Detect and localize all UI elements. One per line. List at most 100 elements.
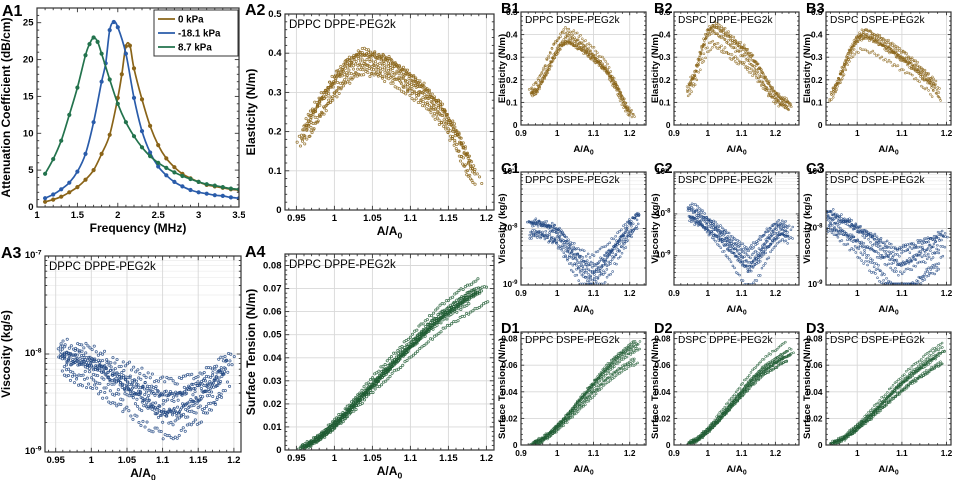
y-axis-label: Surface Tension (N/m) (802, 338, 813, 439)
scatter-trace (295, 62, 477, 186)
plot-B2: 0.9 1 1.1 1.2 0 0.1 0.2 0.3 0.4 0.5 A/A0 Elasticity… (650, 1, 800, 157)
scatter-trace (530, 26, 629, 109)
y-tick-labels: 0 0.1 0.2 0.3 0.4 0.5 (811, 7, 823, 130)
y-tick-label: 0.02 (654, 413, 671, 423)
column-b3-c3-d3: 1 1.1 1.2 0 0.1 0.2 0.3 0.4 0.5 A/A0 Elasticity (N… (802, 0, 955, 480)
x-tick-label: 1.2 (480, 213, 493, 224)
axes-box (520, 331, 647, 446)
x-tick-label: 0.95 (46, 455, 65, 466)
y-tick-label: 10-9 (656, 250, 671, 260)
x-axis-label: A/A0 (573, 144, 594, 157)
scatter-trace (308, 59, 476, 168)
plot-C1: 0.9 1 1.1 1.2 10-9 10-8 10-7 A/A0 Viscosity (kg/… (497, 161, 647, 317)
panel-letter: A4 (245, 244, 266, 261)
x-tick-label: 0.95 (287, 453, 306, 464)
scatter-trace (689, 354, 791, 445)
panel-letter: B1 (501, 1, 520, 17)
x-tick-label: 1.1 (588, 128, 600, 138)
panel-b1-elasticity: 0.9 1 1.1 1.2 0 0.1 0.2 0.3 0.4 0.5 A/A0 Elasticity… (497, 0, 650, 160)
y-tick-labels: 10-9 10-8 10-7 (25, 249, 42, 457)
x-tick-label: 1 (705, 448, 710, 458)
y-tick-label: 10-9 (25, 445, 42, 457)
plot-title: DSPC DPPE-PEG2k (678, 335, 773, 346)
y-tick-label: 10-8 (656, 208, 671, 218)
scatter-trace (301, 50, 473, 168)
scatter-trace (62, 365, 232, 427)
scatter-trace (527, 31, 631, 117)
x-tick-labels: 1 1.1 1.2 (855, 448, 953, 458)
scatter-trace (828, 47, 934, 103)
scatter-trace (531, 357, 636, 445)
x-tick-labels: 0.9 1 1.1 1.2 (668, 128, 781, 138)
scatter-trace (832, 31, 943, 102)
y-tick-label: 0.02 (501, 413, 518, 423)
scatter-trace (528, 213, 640, 280)
plot-D3: 1 1.1 1.2 0 0.02 0.04 0.06 0.08 A/A0 Surface Tens… (802, 321, 953, 477)
data-series (529, 340, 642, 445)
y-axis-label: Surface Tension (N/m) (650, 338, 661, 439)
y-tick-label: 0.07 (263, 284, 282, 295)
plot-title: DSPC DSPE-PEG2k (830, 15, 925, 26)
column-b1-c1-d1: 0.9 1 1.1 1.2 0 0.1 0.2 0.3 0.4 0.5 A/A0 Elasticity… (497, 0, 650, 480)
axes-box (284, 253, 495, 451)
plot-title: DSPC DPPE-PEG2k (678, 15, 773, 26)
x-axis-label: A/A0 (879, 144, 900, 157)
y-axis-label: Elasticity (N/m) (802, 34, 813, 103)
y-tick-label: 0.1 (811, 97, 823, 107)
y-tick-label: 0.02 (263, 399, 282, 410)
tick-marks (826, 11, 952, 126)
scatter-trace (686, 43, 789, 111)
panel-b2-elasticity: 0.9 1 1.1 1.2 0 0.1 0.2 0.3 0.4 0.5 A/A0 Elasticity… (650, 0, 803, 160)
y-tick-label: 0.04 (501, 387, 518, 397)
y-axis-label: Viscosity (kg/s) (497, 193, 508, 263)
y-tick-label: 0.2 (659, 75, 671, 85)
x-tick-label: 1.1 (735, 288, 747, 298)
y-tick-label: 10-9 (808, 279, 823, 289)
panel-b3-elasticity: 1 1.1 1.2 0 0.1 0.2 0.3 0.4 0.5 A/A0 Elasticity (N… (802, 0, 955, 160)
y-tick-label: 0.05 (263, 330, 282, 341)
x-tick-label: 1.2 (624, 448, 636, 458)
x-tick-label: 1 (332, 453, 338, 464)
y-tick-label: 0.08 (263, 261, 282, 272)
panel-c2-viscosity: 0.9 1 1.1 1.2 10-9 10-8 10-7 A/A0 Viscosity (kg/… (650, 160, 803, 320)
x-tick-labels: 0.9 1 1.1 1.2 (668, 288, 781, 298)
plot-title: DPPC DPPE-PEG2k (49, 261, 156, 273)
x-axis-label: A/A0 (377, 464, 403, 480)
column-a: 1 1.5 2 2.5 3 3.5 0 5 10 15 20 25 Frequency (MHz) Att… (0, 0, 245, 480)
scatter-trace (307, 300, 490, 446)
series-line-8.7 kPa (44, 36, 239, 191)
x-axis-label: A/A0 (573, 464, 594, 477)
y-axis-label: Elasticity (N/m) (245, 69, 258, 156)
x-tick-label: 1.2 (769, 448, 781, 458)
plot-D2: 0.9 1 1.1 1.2 0 0.02 0.04 0.06 0.08 A/A0 Surface T… (650, 321, 800, 477)
panel-letter: C3 (806, 161, 825, 177)
y-tick-label: 0 (818, 440, 823, 450)
y-tick-label: 10-7 (25, 249, 42, 261)
plot-C2: 0.9 1 1.1 1.2 10-9 10-8 10-7 A/A0 Viscosity (kg/… (650, 161, 800, 317)
x-tick-labels: 1 1.1 1.2 (855, 288, 953, 298)
y-tick-label: 0 (276, 205, 281, 216)
tick-marks (826, 171, 952, 286)
x-tick-label: 3 (196, 210, 201, 221)
scatter-trace (688, 25, 792, 105)
x-tick-label: 1.2 (480, 453, 493, 464)
tick-marks (520, 11, 646, 126)
plot-B3: 1 1.1 1.2 0 0.1 0.2 0.3 0.4 0.5 A/A0 Elasticity (N… (802, 1, 953, 157)
y-axis-label: Elasticity (N/m) (497, 34, 508, 103)
scatter-trace (829, 341, 944, 445)
x-tick-labels: 0.95 1 1.05 1.1 1.15 1.2 (46, 455, 240, 466)
y-tick-label: 0.4 (506, 30, 518, 40)
y-tick-labels: 0 5 10 15 20 25 (23, 18, 34, 213)
y-tick-label: 20 (23, 55, 34, 66)
y-tick-label: 0.3 (811, 52, 823, 62)
y-tick-label: 10-7 (808, 166, 823, 176)
x-tick-label: 1 (89, 455, 95, 466)
x-tick-labels: 1 1.1 1.2 (855, 128, 953, 138)
y-tick-labels: 0 0.1 0.2 0.3 0.4 0.5 (506, 7, 518, 130)
scatter-trace (531, 40, 631, 117)
scatter-trace (829, 349, 947, 445)
panel-d1-surface-tension: 0.9 1 1.1 1.2 0 0.02 0.04 0.06 0.08 A/A0 Surface T… (497, 320, 650, 480)
y-tick-label: 0 (666, 440, 671, 450)
x-tick-label: 0.9 (668, 128, 680, 138)
panel-d2-surface-tension: 0.9 1 1.1 1.2 0 0.02 0.04 0.06 0.08 A/A0 Surface T… (650, 320, 803, 480)
